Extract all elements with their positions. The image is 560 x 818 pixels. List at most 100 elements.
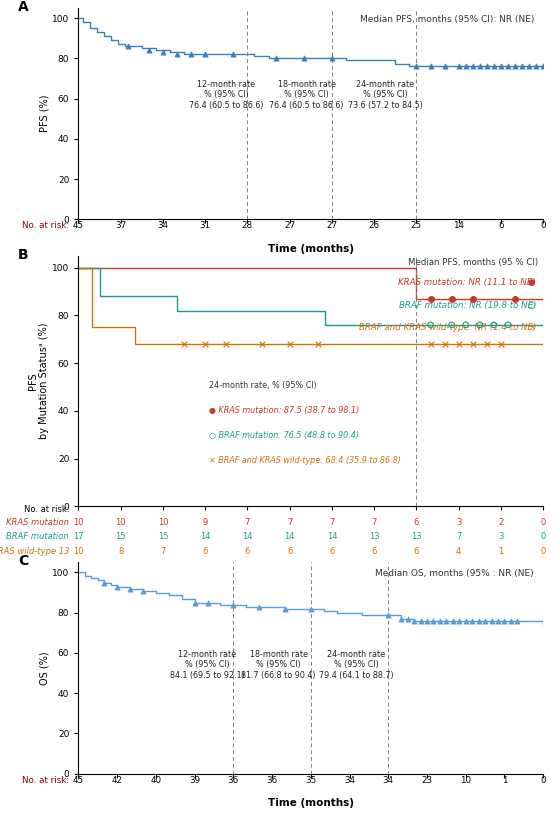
Text: 6: 6 <box>498 222 503 231</box>
Text: 27: 27 <box>326 222 338 231</box>
Text: ○ BRAF mutation: 76.5 (48.8 to 90.4): ○ BRAF mutation: 76.5 (48.8 to 90.4) <box>208 431 358 440</box>
Text: 17: 17 <box>73 532 83 541</box>
Text: No. at risk:: No. at risk: <box>24 505 69 514</box>
Text: C: C <box>18 554 28 568</box>
Point <box>306 602 315 615</box>
Point <box>440 60 449 73</box>
Text: ○: ○ <box>528 301 539 310</box>
Text: 9: 9 <box>203 518 208 527</box>
Text: 2: 2 <box>498 518 503 527</box>
Point <box>422 614 431 627</box>
Text: 23: 23 <box>422 775 432 784</box>
Point <box>482 60 491 73</box>
Point <box>257 337 266 350</box>
Y-axis label: PFS (%): PFS (%) <box>39 95 49 133</box>
Text: No. at risk:: No. at risk: <box>22 775 69 784</box>
Text: 14: 14 <box>200 532 211 541</box>
Point <box>454 337 463 350</box>
Point <box>447 318 456 331</box>
Point <box>409 614 418 627</box>
Point <box>447 292 456 305</box>
Text: 27: 27 <box>284 222 295 231</box>
Point <box>229 598 238 611</box>
Text: Time (months): Time (months) <box>268 567 354 577</box>
Text: Median PFS, months (95% CI): NR (NE): Median PFS, months (95% CI): NR (NE) <box>360 15 534 24</box>
Text: Time (months): Time (months) <box>268 798 354 808</box>
Text: 39: 39 <box>189 775 200 784</box>
Point <box>489 318 498 331</box>
Text: 42: 42 <box>111 775 123 784</box>
Point <box>474 614 483 627</box>
Point <box>539 60 548 73</box>
Text: 6: 6 <box>287 546 292 555</box>
Point <box>271 52 280 65</box>
Point <box>440 337 449 350</box>
Text: Time (months): Time (months) <box>268 244 354 254</box>
Point <box>497 60 506 73</box>
Point <box>158 46 167 59</box>
Point <box>403 612 412 625</box>
Point <box>172 48 181 61</box>
Point <box>489 60 498 73</box>
Text: 45: 45 <box>73 222 84 231</box>
Point <box>255 600 264 614</box>
Point <box>180 337 189 350</box>
Point <box>468 292 477 305</box>
Text: 26: 26 <box>368 222 380 231</box>
Text: 3: 3 <box>456 518 461 527</box>
Point <box>497 337 506 350</box>
Text: BRAF mutation: NR (19.8 to NE): BRAF mutation: NR (19.8 to NE) <box>399 301 536 310</box>
Text: ● KRAS mutation: 87.5 (38.7 to 98.1): ● KRAS mutation: 87.5 (38.7 to 98.1) <box>208 406 359 415</box>
Point <box>100 576 109 589</box>
Point <box>125 582 134 595</box>
Point <box>229 48 238 61</box>
Point <box>426 292 435 305</box>
Text: 0: 0 <box>540 775 546 784</box>
Text: 7: 7 <box>287 518 292 527</box>
Text: 37: 37 <box>115 222 126 231</box>
Text: 1: 1 <box>498 546 503 555</box>
Text: 14: 14 <box>453 222 464 231</box>
Point <box>416 614 425 627</box>
Text: 34: 34 <box>344 775 355 784</box>
Text: 12-month rate
% (95% CI)
84.1 (69.5 to 92.1): 12-month rate % (95% CI) 84.1 (69.5 to 9… <box>170 650 245 680</box>
Point <box>138 584 147 597</box>
Text: 15: 15 <box>158 532 168 541</box>
Text: 13: 13 <box>369 532 380 541</box>
Text: 18-month rate
% (95% CI)
76.4 (60.5 to 86.6): 18-month rate % (95% CI) 76.4 (60.5 to 8… <box>269 79 344 110</box>
Point <box>426 60 435 73</box>
Point <box>200 48 209 61</box>
Text: 13: 13 <box>411 532 422 541</box>
Text: 18-month rate
% (95% CI)
81.7 (66.8 to 90.4): 18-month rate % (95% CI) 81.7 (66.8 to 9… <box>241 650 316 680</box>
Text: 10: 10 <box>460 775 472 784</box>
Point <box>454 60 463 73</box>
Text: 24-month rate
% (95% CI)
79.4 (64.1 to 88.7): 24-month rate % (95% CI) 79.4 (64.1 to 8… <box>319 650 393 680</box>
Point <box>203 596 212 609</box>
Point <box>426 318 435 331</box>
Text: 7: 7 <box>160 546 166 555</box>
Point <box>426 337 435 350</box>
Point <box>461 614 470 627</box>
Text: 24-month rate
% (95% CI)
73.6 (57.2 to 84.5): 24-month rate % (95% CI) 73.6 (57.2 to 8… <box>348 79 423 110</box>
Text: No. at risk:: No. at risk: <box>22 222 69 231</box>
Point <box>455 614 464 627</box>
Text: 24-month rate, % (95% CI): 24-month rate, % (95% CI) <box>208 381 316 390</box>
Point <box>503 318 512 331</box>
Point <box>123 40 132 53</box>
Text: 3: 3 <box>498 532 503 541</box>
Text: 6: 6 <box>371 546 377 555</box>
Text: 7: 7 <box>329 518 335 527</box>
Text: 7: 7 <box>245 518 250 527</box>
Point <box>190 596 199 609</box>
Point <box>442 614 451 627</box>
Point <box>506 614 515 627</box>
Text: 36: 36 <box>267 775 278 784</box>
Text: 35: 35 <box>305 775 316 784</box>
Text: 8: 8 <box>118 546 123 555</box>
Text: 12-month rate
% (95% CI)
76.4 (60.5 to 86.6): 12-month rate % (95% CI) 76.4 (60.5 to 8… <box>189 79 264 110</box>
Text: 34: 34 <box>382 775 394 784</box>
Point <box>513 614 522 627</box>
Text: 6: 6 <box>203 546 208 555</box>
Point <box>468 337 477 350</box>
Point <box>113 580 122 593</box>
